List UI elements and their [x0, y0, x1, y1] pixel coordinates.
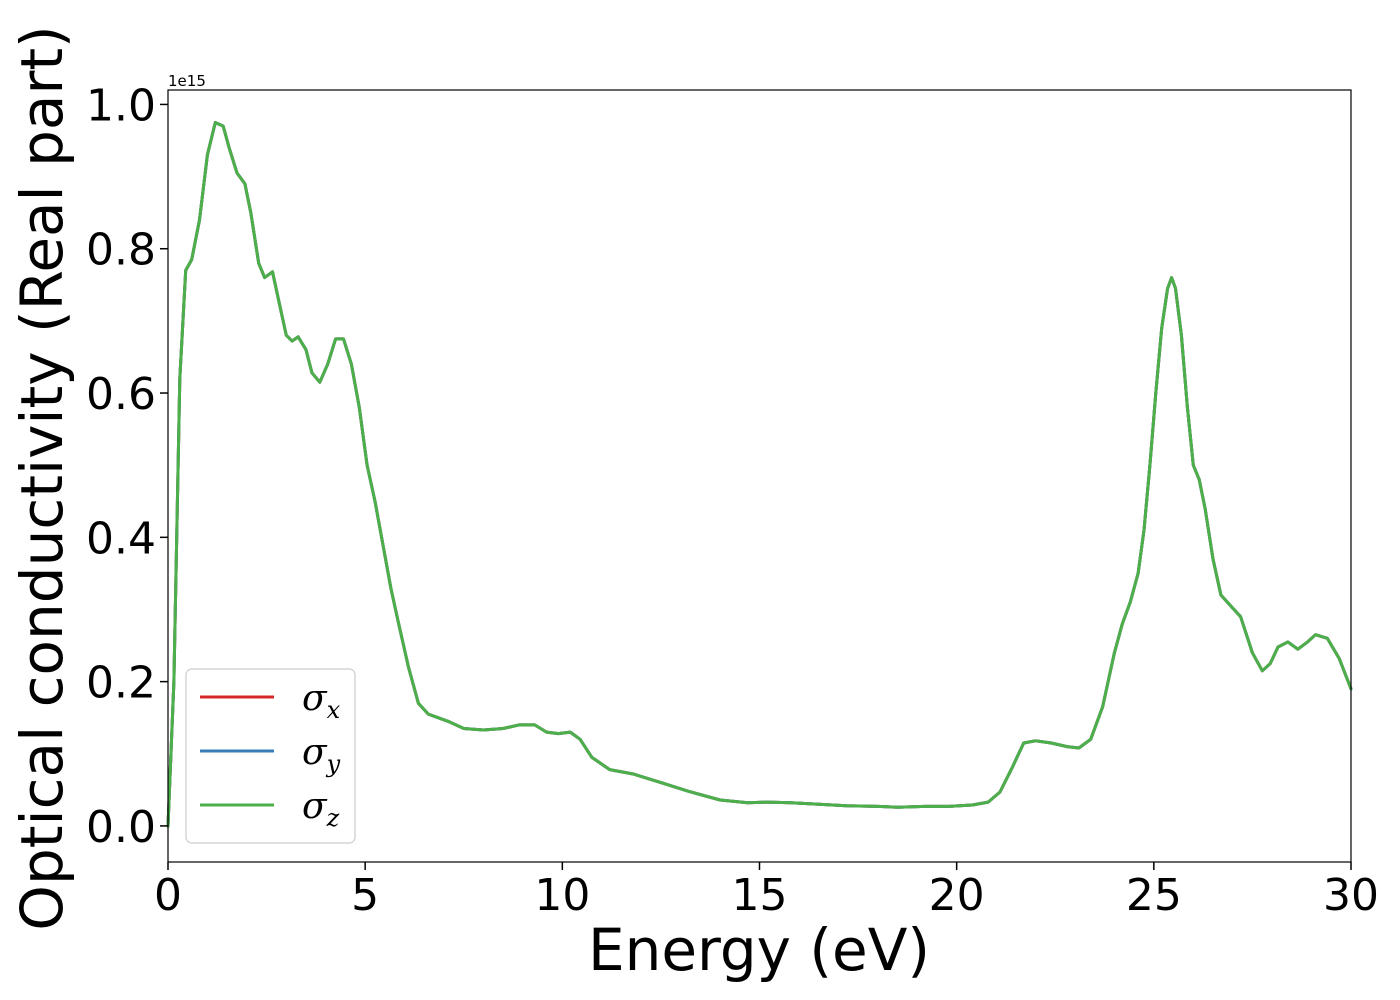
- y-axis-offset-text: 1e15: [168, 72, 206, 90]
- x-axis-ticks: 0 5 10 15 20 25 30: [154, 862, 1379, 921]
- y-tick-label: 0.6: [86, 369, 156, 420]
- legend-label: σz: [302, 786, 340, 832]
- y-axis-title: Optical conductivity (Real part): [8, 25, 76, 930]
- x-tick-label: 10: [534, 870, 590, 921]
- x-tick-label: 15: [732, 870, 788, 921]
- y-tick-label: 0.4: [86, 513, 156, 564]
- series-layer: [166, 121, 1353, 828]
- legend-label: σy: [302, 732, 341, 778]
- legend-box: [185, 668, 356, 844]
- x-tick-label: 5: [351, 870, 379, 921]
- x-tick-label: 30: [1323, 870, 1379, 921]
- x-tick-label: 20: [929, 870, 985, 921]
- series-line-3: [166, 121, 1353, 828]
- x-axis-title: Energy (eV): [588, 916, 930, 984]
- y-tick-label: 0.8: [86, 225, 156, 276]
- x-tick-label: 0: [154, 870, 182, 921]
- y-axis-ticks: 0.0 0.2 0.4 0.6 0.8 1.0: [86, 80, 168, 853]
- y-tick-label: 0.0: [86, 802, 156, 853]
- legend-label: σx: [302, 678, 341, 724]
- x-tick-label: 25: [1126, 870, 1182, 921]
- y-tick-label: 1.0: [86, 80, 156, 131]
- y-tick-label: 0.2: [86, 658, 156, 709]
- legend: σx σy σz: [185, 668, 356, 844]
